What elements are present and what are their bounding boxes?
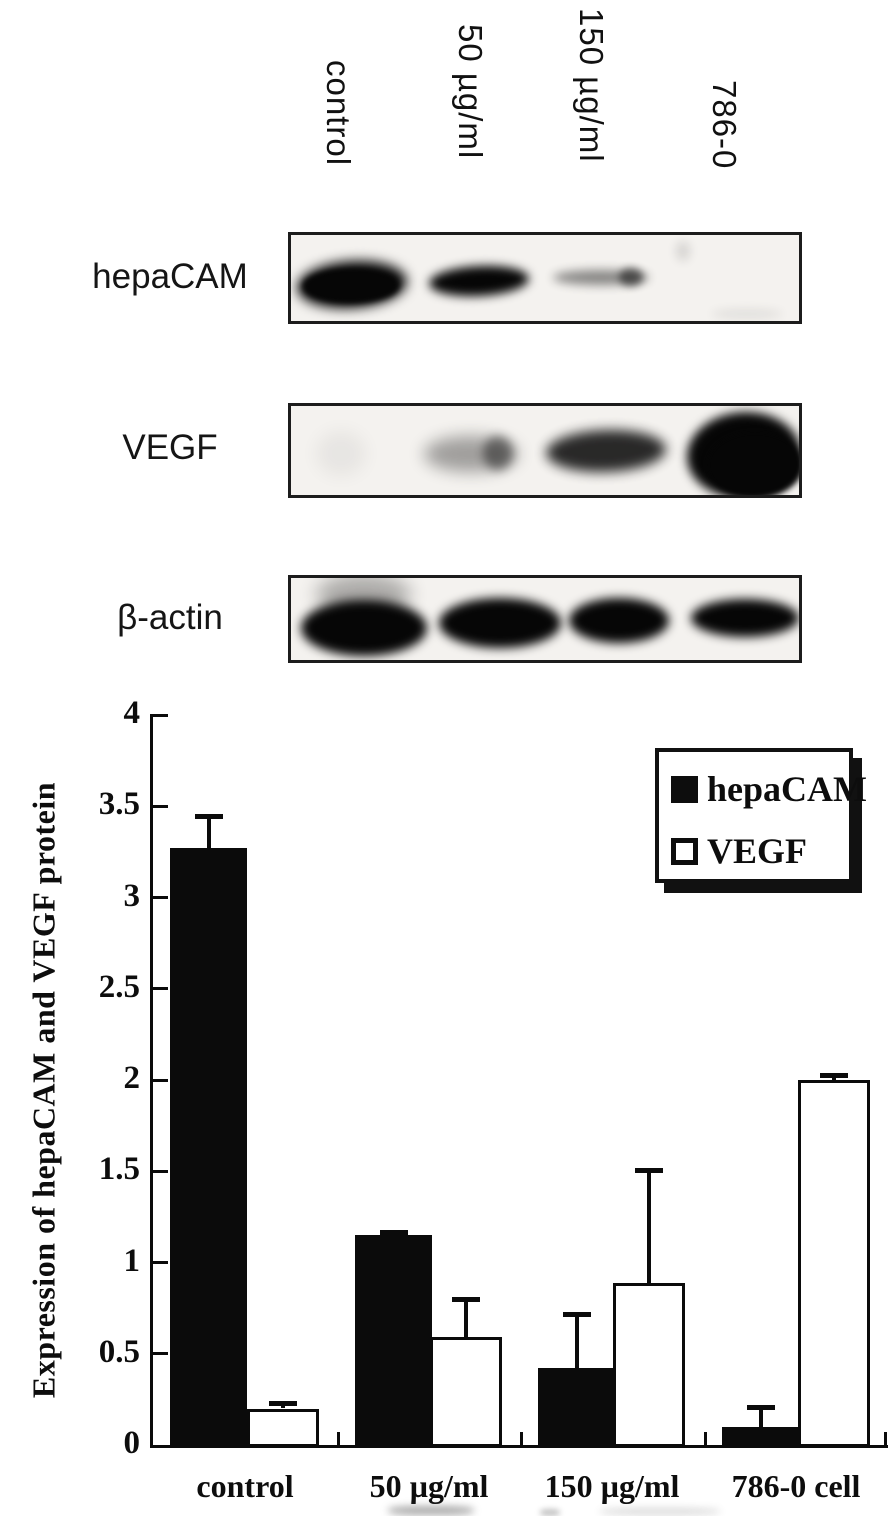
blot-panel-hepacam [288, 232, 802, 324]
y-tick-label: 2 [123, 1060, 141, 1096]
y-tick-label: 1 [123, 1242, 141, 1279]
x-category-label: 150 µg/ml [544, 1468, 680, 1504]
bar-hepaCAM-3 [722, 1426, 799, 1447]
error-bar-stem [464, 1298, 468, 1338]
chart-legend: hepaCAM VEGF [655, 748, 867, 883]
error-bar-stem [574, 1312, 579, 1369]
blot-panel-bactin [288, 575, 802, 663]
blot-label-bactin: β-actin [117, 598, 223, 637]
blot-band [569, 598, 669, 643]
blot-band [676, 241, 690, 261]
y-tick-label: 4 [123, 695, 141, 731]
legend-swatch-filled-icon [671, 775, 698, 803]
y-tick [153, 1352, 168, 1356]
lane-label-50ug: 50 µg/ml [452, 24, 489, 160]
blot-band [707, 432, 799, 495]
error-bar-stem [647, 1168, 651, 1283]
blot-band [545, 427, 667, 475]
x-category-label: 786-0 cell [731, 1468, 861, 1504]
y-tick [153, 1078, 168, 1082]
bar-VEGF-0 [247, 1408, 319, 1447]
print-artifact [388, 1506, 474, 1515]
error-bar-cap [562, 1311, 591, 1317]
blot-panel-vegf [288, 403, 802, 498]
blot-band [711, 309, 783, 319]
blot-band [316, 431, 366, 476]
blot-band [301, 600, 427, 656]
legend-entry: hepaCAM [671, 768, 867, 810]
bar-VEGF-3 [798, 1080, 870, 1447]
bar-VEGF-2 [613, 1282, 685, 1447]
error-bar-cap [746, 1404, 775, 1410]
bar-hepaCAM-0 [170, 848, 247, 1447]
y-tick-label: 1.5 [98, 1151, 140, 1188]
blot-band [619, 268, 643, 286]
error-bar-cap [269, 1401, 297, 1407]
legend-entry: VEGF [671, 830, 807, 872]
y-axis-line [150, 714, 153, 1448]
y-tick [153, 896, 168, 899]
legend-label: VEGF [707, 831, 808, 871]
blot-band [439, 598, 561, 648]
print-artifact [540, 1509, 560, 1516]
error-bar-cap [635, 1167, 663, 1173]
blot-label-vegf: VEGF [122, 428, 218, 467]
lane-label-786-0: 786-0 [706, 80, 743, 170]
legend-label: hepaCAM [707, 769, 867, 809]
x-tick [337, 1432, 340, 1445]
y-tick-label: 0.5 [98, 1333, 140, 1370]
y-tick [153, 1169, 168, 1173]
print-artifact [600, 1508, 720, 1515]
error-bar-stem [758, 1405, 763, 1427]
blot-label-hepacam: hepaCAM [92, 257, 248, 296]
error-bar-cap [452, 1297, 480, 1303]
bar-hepaCAM-2 [538, 1368, 615, 1447]
y-tick [153, 804, 168, 808]
error-bar-cap [820, 1072, 848, 1078]
blot-band [303, 269, 399, 303]
lane-label-150ug: 150 µg/ml [573, 8, 610, 163]
y-tick-label: 3.5 [98, 786, 140, 823]
blot-band [691, 599, 799, 637]
error-bar-cap [379, 1229, 408, 1235]
x-axis-line [150, 1445, 888, 1448]
x-category-label: control [196, 1468, 294, 1504]
bar-hepaCAM-1 [355, 1235, 432, 1447]
x-tick [520, 1432, 523, 1445]
y-tick-label: 0 [123, 1425, 141, 1461]
y-tick [153, 987, 168, 991]
x-tick [704, 1432, 707, 1445]
lane-label-control: control [320, 60, 357, 167]
x-category-label: 50 µg/ml [369, 1468, 489, 1504]
y-tick-label: 2.5 [98, 968, 140, 1005]
blot-band [428, 263, 530, 299]
bar-VEGF-1 [430, 1337, 502, 1447]
error-bar-cap [194, 813, 223, 819]
blot-band [483, 436, 513, 470]
blot-band [424, 436, 518, 472]
y-tick [153, 713, 168, 717]
legend-swatch-open-icon [671, 837, 698, 865]
y-tick-label: 3 [123, 877, 141, 914]
error-bar-stem [206, 814, 211, 849]
y-tick [153, 1261, 168, 1264]
x-tick [884, 1432, 887, 1445]
